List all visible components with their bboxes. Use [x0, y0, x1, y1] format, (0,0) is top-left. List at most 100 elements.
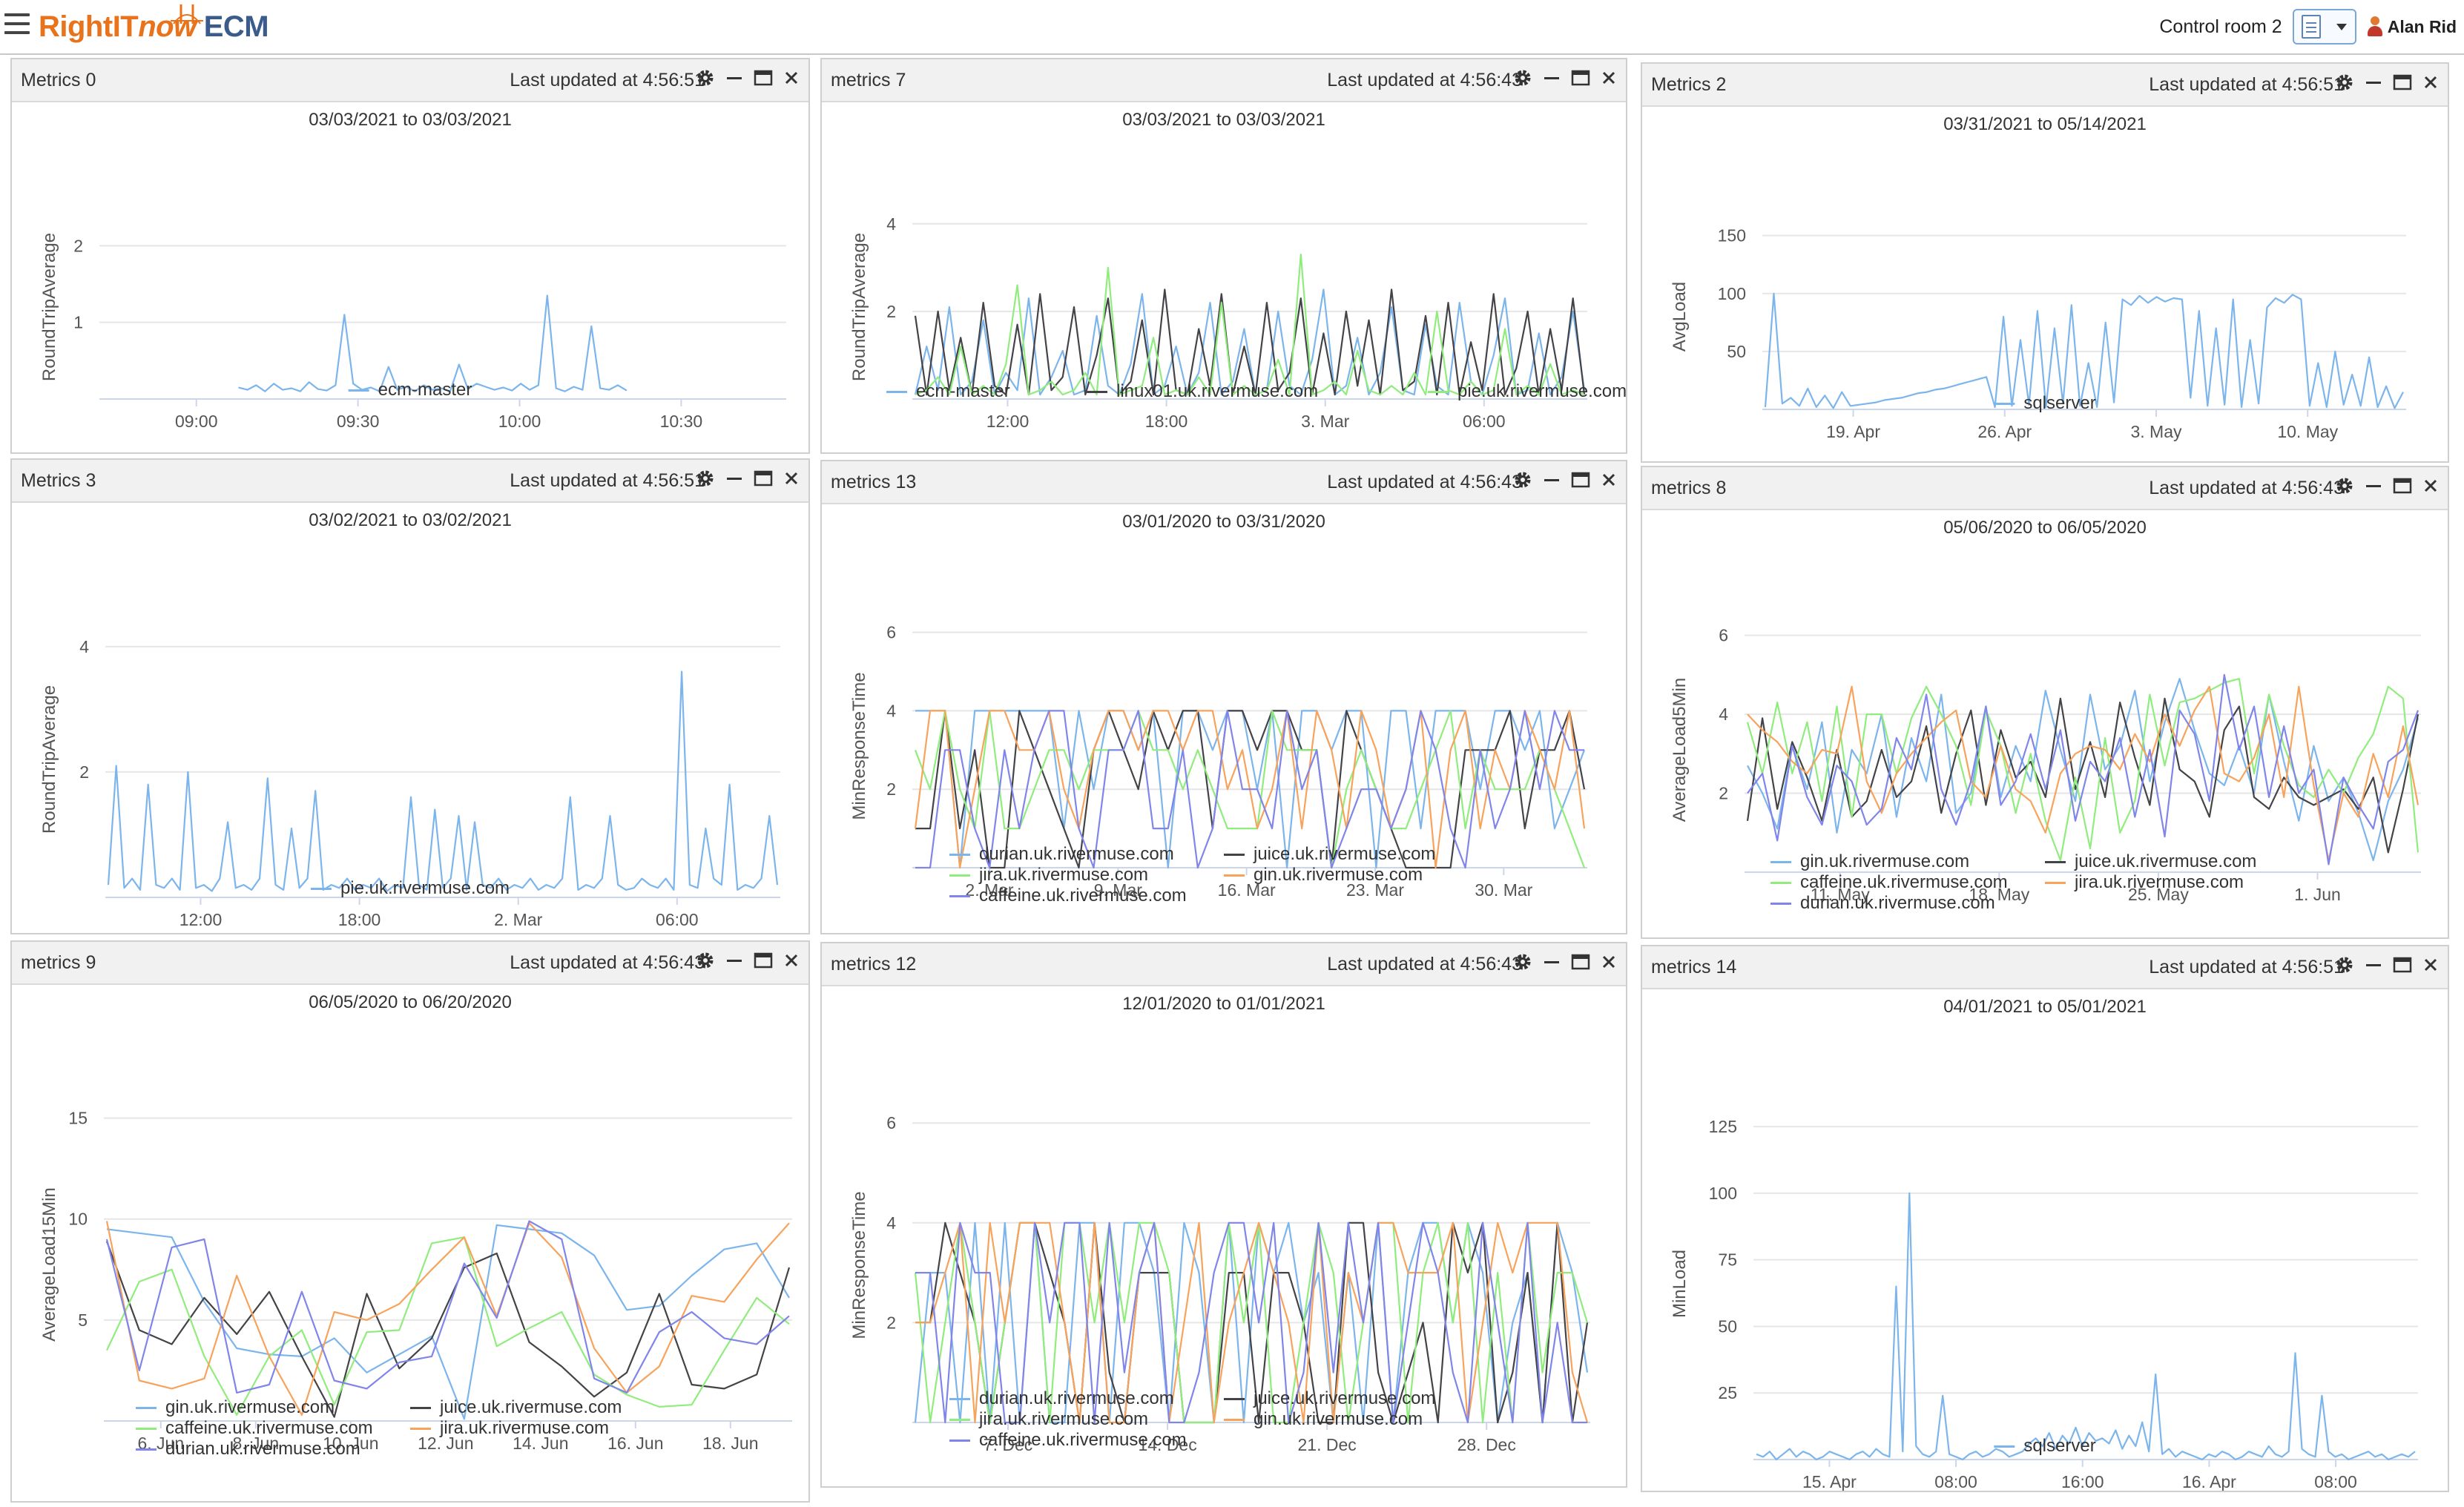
- gear-icon[interactable]: [2335, 476, 2354, 495]
- panel-header[interactable]: Metrics 2 Last updated at 4:56:51: [1642, 64, 2448, 107]
- legend-item-juice-uk-rivermuse-com[interactable]: juice.uk.rivermuse.com: [1224, 844, 1435, 865]
- app-logo[interactable]: RightITnow ECM: [39, 10, 269, 43]
- legend-swatch: [2045, 860, 2066, 863]
- minimize-icon[interactable]: [1543, 69, 1561, 87]
- legend-item-ecm-master[interactable]: ecm-master: [886, 381, 1010, 402]
- legend-item-ecm-master[interactable]: ecm-master: [348, 380, 472, 400]
- legend-item-linux01-uk-rivermuse-com[interactable]: linux01.uk.rivermuse.com: [1087, 381, 1318, 402]
- maximize-icon[interactable]: [2393, 956, 2412, 974]
- legend-item-durian-uk-rivermuse-com[interactable]: durian.uk.rivermuse.com: [136, 1439, 360, 1460]
- minimize-icon[interactable]: [2365, 73, 2382, 91]
- close-icon[interactable]: [2422, 957, 2439, 973]
- minimize-icon[interactable]: [1543, 953, 1561, 971]
- gear-icon[interactable]: [1513, 952, 1532, 972]
- series-line-juice-uk-rivermuse-com[interactable]: [1746, 697, 2419, 854]
- legend-swatch: [886, 390, 907, 393]
- minimize-icon[interactable]: [725, 69, 743, 87]
- panel-header[interactable]: metrics 7 Last updated at 4:56:43: [822, 59, 1626, 102]
- legend-item-jira-uk-rivermuse-com[interactable]: jira.uk.rivermuse.com: [2045, 872, 2244, 893]
- legend-item-juice-uk-rivermuse-com[interactable]: juice.uk.rivermuse.com: [410, 1397, 622, 1418]
- minimize-icon[interactable]: [1543, 471, 1561, 489]
- series-line-caffeine-uk-rivermuse-com[interactable]: [915, 1221, 1587, 1424]
- panel-header[interactable]: metrics 14 Last updated at 4:56:51: [1642, 946, 2448, 989]
- y-tick-label: 6: [886, 623, 896, 642]
- legend-item-gin-uk-rivermuse-com[interactable]: gin.uk.rivermuse.com: [1224, 1409, 1423, 1430]
- legend-item-durian-uk-rivermuse-com[interactable]: durian.uk.rivermuse.com: [1770, 893, 1995, 914]
- x-tick-label: 12:00: [179, 910, 223, 929]
- legend-item-gin-uk-rivermuse-com[interactable]: gin.uk.rivermuse.com: [136, 1397, 335, 1418]
- series-line-caffeine-uk-rivermuse-com[interactable]: [1746, 678, 2419, 862]
- hamburger-menu-icon[interactable]: [4, 13, 30, 36]
- legend-item-durian-uk-rivermuse-com[interactable]: durian.uk.rivermuse.com: [949, 1388, 1174, 1409]
- gear-icon[interactable]: [696, 469, 715, 488]
- series-line-durian-uk-rivermuse-com[interactable]: [105, 1220, 790, 1394]
- series-line-pie-uk-rivermuse-com[interactable]: [107, 670, 779, 892]
- series-line-caffeine-uk-rivermuse-com[interactable]: [915, 710, 1584, 869]
- legend-item-caffeine-uk-rivermuse-com[interactable]: caffeine.uk.rivermuse.com: [949, 886, 1187, 906]
- gear-icon[interactable]: [2335, 73, 2354, 92]
- legend-item-sqlserver[interactable]: sqlserver: [1994, 393, 2096, 414]
- maximize-icon[interactable]: [1571, 69, 1590, 87]
- series-line-caffeine-uk-rivermuse-com[interactable]: [106, 1236, 790, 1416]
- legend-item-caffeine-uk-rivermuse-com[interactable]: caffeine.uk.rivermuse.com: [136, 1418, 373, 1439]
- close-icon[interactable]: [2422, 74, 2439, 90]
- gear-icon[interactable]: [2335, 955, 2354, 975]
- panel-header[interactable]: Metrics 0 Last updated at 4:56:51: [12, 59, 808, 102]
- close-icon[interactable]: [1601, 954, 1617, 970]
- close-icon[interactable]: [1601, 70, 1617, 86]
- close-icon[interactable]: [783, 952, 800, 969]
- series-line-jira-uk-rivermuse-com[interactable]: [1747, 685, 2419, 862]
- panel-header[interactable]: metrics 13 Last updated at 4:56:43: [822, 461, 1626, 504]
- maximize-icon[interactable]: [1571, 953, 1590, 971]
- legend-item-sqlserver[interactable]: sqlserver: [1994, 1436, 2096, 1457]
- legend-item-juice-uk-rivermuse-com[interactable]: juice.uk.rivermuse.com: [1224, 1388, 1435, 1409]
- legend-item-jira-uk-rivermuse-com[interactable]: jira.uk.rivermuse.com: [410, 1418, 609, 1439]
- close-icon[interactable]: [783, 470, 800, 487]
- maximize-icon[interactable]: [2393, 477, 2412, 495]
- maximize-icon[interactable]: [754, 69, 773, 87]
- panel-header[interactable]: Metrics 3 Last updated at 4:56:51: [12, 460, 808, 503]
- gear-icon[interactable]: [696, 68, 715, 88]
- minimize-icon[interactable]: [725, 469, 743, 487]
- legend-item-pie-uk-rivermuse-com[interactable]: pie.uk.rivermuse.com: [310, 878, 510, 899]
- close-icon[interactable]: [783, 70, 800, 86]
- legend-item-caffeine-uk-rivermuse-com[interactable]: caffeine.uk.rivermuse.com: [1770, 872, 2008, 893]
- series-line-jira-uk-rivermuse-com[interactable]: [914, 710, 1586, 869]
- series-line-durian-uk-rivermuse-com[interactable]: [1747, 673, 2419, 865]
- maximize-icon[interactable]: [1571, 471, 1590, 489]
- series-line-juice-uk-rivermuse-com[interactable]: [915, 710, 1586, 869]
- legend-item-jira-uk-rivermuse-com[interactable]: jira.uk.rivermuse.com: [949, 1409, 1148, 1430]
- series-line-jira-uk-rivermuse-com[interactable]: [105, 1221, 790, 1416]
- panel-header[interactable]: metrics 9 Last updated at 4:56:43: [12, 942, 808, 985]
- close-icon[interactable]: [2422, 478, 2439, 494]
- legend-item-gin-uk-rivermuse-com[interactable]: gin.uk.rivermuse.com: [1770, 851, 1969, 872]
- legend-item-durian-uk-rivermuse-com[interactable]: durian.uk.rivermuse.com: [949, 844, 1174, 865]
- minimize-icon[interactable]: [2365, 956, 2382, 974]
- gear-icon[interactable]: [1513, 470, 1532, 489]
- series-line-sqlserver[interactable]: [1756, 1192, 2416, 1461]
- series-line-juice-uk-rivermuse-com[interactable]: [105, 1241, 791, 1418]
- user-menu[interactable]: Alan Rid: [2367, 16, 2457, 37]
- maximize-icon[interactable]: [2393, 73, 2412, 91]
- series-line-ecm-master[interactable]: [238, 294, 627, 392]
- minimize-icon[interactable]: [2365, 477, 2382, 495]
- legend-swatch: [1087, 390, 1107, 393]
- legend-item-juice-uk-rivermuse-com[interactable]: juice.uk.rivermuse.com: [2045, 851, 2256, 872]
- gear-icon[interactable]: [696, 951, 715, 970]
- series-line-linux01-uk-rivermuse-com[interactable]: [914, 288, 1586, 396]
- series-line-sqlserver[interactable]: [1764, 292, 2404, 409]
- legend-item-pie-uk-rivermuse-com[interactable]: pie.uk.rivermuse.com: [1428, 381, 1627, 402]
- series-line-pie-uk-rivermuse-com[interactable]: [915, 254, 1585, 396]
- panel-header[interactable]: metrics 8 Last updated at 4:56:43: [1642, 467, 2448, 510]
- panel-header[interactable]: metrics 12 Last updated at 4:56:43: [822, 943, 1626, 986]
- maximize-icon[interactable]: [754, 952, 773, 969]
- dashboard-selector[interactable]: [2292, 9, 2356, 44]
- minimize-icon[interactable]: [725, 952, 743, 969]
- legend-item-gin-uk-rivermuse-com[interactable]: gin.uk.rivermuse.com: [1224, 865, 1423, 886]
- close-icon[interactable]: [1601, 472, 1617, 488]
- gear-icon[interactable]: [1513, 68, 1532, 88]
- legend-item-jira-uk-rivermuse-com[interactable]: jira.uk.rivermuse.com: [949, 865, 1148, 886]
- series-line-gin-uk-rivermuse-com[interactable]: [915, 1221, 1589, 1424]
- legend-item-caffeine-uk-rivermuse-com[interactable]: caffeine.uk.rivermuse.com: [949, 1430, 1187, 1451]
- maximize-icon[interactable]: [754, 469, 773, 487]
